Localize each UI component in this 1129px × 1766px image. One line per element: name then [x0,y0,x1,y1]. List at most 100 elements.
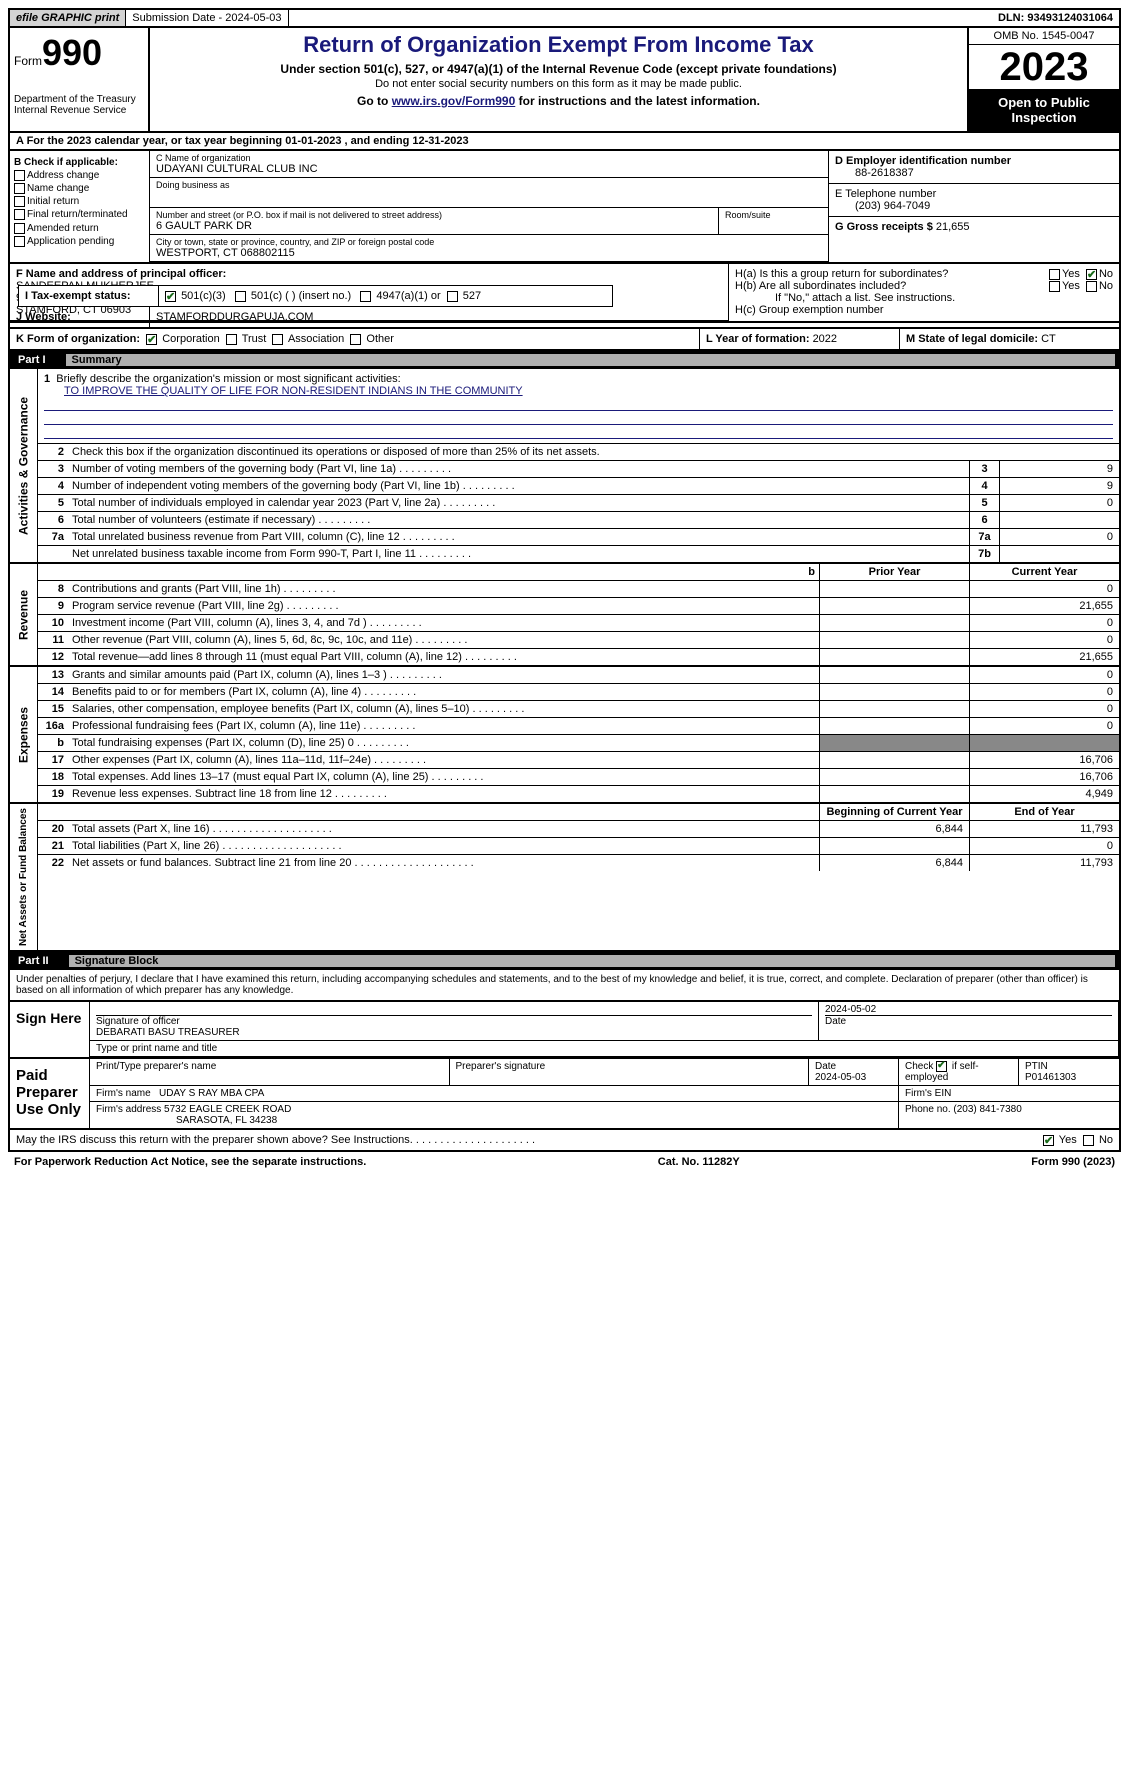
ha-yes: Yes [1062,268,1080,280]
rev-row: 8Contributions and grants (Part VIII, li… [38,581,1119,598]
chk-app-pending[interactable] [14,236,25,247]
discuss-no: No [1099,1134,1113,1146]
gross-value: 21,655 [936,221,970,233]
firm-ein-label: Firm's EIN [899,1086,1119,1101]
chk-address-change[interactable] [14,170,25,181]
hb-note: If "No," attach a list. See instructions… [735,292,1113,304]
dba-label: Doing business as [156,180,822,190]
street-address: 6 GAULT PARK DR [156,220,712,232]
klm-row: K Form of organization: Corporation Trus… [8,329,1121,351]
part2-title: Signature Block [69,955,1115,967]
prep-name-hdr: Print/Type preparer's name [90,1059,450,1085]
chk-ha-yes[interactable] [1049,269,1060,280]
chk-other[interactable] [350,334,361,345]
firm-addr1: 5732 EAGLE CREEK ROAD [164,1104,291,1115]
lbl-app-pending: Application pending [27,236,114,247]
goto-line: Go to www.irs.gov/Form990 for instructio… [158,94,959,108]
opt-corp: Corporation [162,333,219,345]
goto-suffix: for instructions and the latest informat… [515,94,760,108]
firm-name-label: Firm's name [96,1088,153,1099]
chk-corp[interactable] [146,334,157,345]
gov-row: 6Total number of volunteers (estimate if… [38,512,1119,529]
gov-row: Net unrelated business taxable income fr… [38,546,1119,562]
sign-date-val: 2024-05-02 [825,1004,876,1015]
tab-governance: Activities & Governance [10,369,38,562]
k-label: K Form of organization: [16,333,140,345]
chk-trust[interactable] [226,334,237,345]
ptin-val: P01461303 [1025,1072,1076,1083]
box-b-header: B Check if applicable: [14,157,145,168]
ha-label: H(a) Is this a group return for subordin… [735,268,1049,280]
preparer-label: Paid Preparer Use Only [10,1059,90,1128]
opt-501c: 501(c) ( ) (insert no.) [251,290,351,302]
website-row: J Website: STAMFORDDURGAPUJA.COM [8,307,1121,329]
opt-501c3: 501(c)(3) [181,290,226,302]
chk-self-employed[interactable] [936,1061,947,1072]
chk-hb-no[interactable] [1086,281,1097,292]
lbl-amended: Amended return [27,223,99,234]
chk-hb-yes[interactable] [1049,281,1060,292]
lbl-final-return: Final return/terminated [27,210,128,221]
chk-ha-no[interactable] [1086,269,1097,280]
ha-no: No [1099,268,1113,280]
firm-addr-label: Firm's address [96,1104,164,1115]
ein-label: D Employer identification number [835,155,1113,167]
room-label: Room/suite [725,210,822,220]
lbl-address-change: Address change [27,170,99,181]
preparer-block: Paid Preparer Use Only Print/Type prepar… [8,1059,1121,1130]
line-a-period: A For the 2023 calendar year, or tax yea… [8,133,1121,151]
firm-phone: (203) 841-7380 [953,1104,1021,1115]
chk-4947[interactable] [360,291,371,302]
chk-discuss-yes[interactable] [1043,1135,1054,1146]
exp-row: 19Revenue less expenses. Subtract line 1… [38,786,1119,802]
part1-num: Part I [14,354,66,366]
part1-header: Part I Summary [8,351,1121,369]
chk-amended[interactable] [14,223,25,234]
exp-row: 14Benefits paid to or for members (Part … [38,684,1119,701]
discuss-yes: Yes [1059,1134,1077,1146]
hb-no: No [1099,280,1113,292]
chk-assoc[interactable] [272,334,283,345]
subtitle-2: Do not enter social security numbers on … [158,78,959,90]
tax-year: 2023 [969,45,1119,89]
status-row: I Tax-exempt status: 501(c)(3) 501(c) ( … [18,285,613,307]
rev-row: 10Investment income (Part VIII, column (… [38,615,1119,632]
box-b: B Check if applicable: Address change Na… [10,151,150,262]
firm-phone-label: Phone no. [905,1104,953,1115]
efile-label[interactable]: efile GRAPHIC print [10,10,126,26]
chk-discuss-no[interactable] [1083,1135,1094,1146]
mission-text: TO IMPROVE THE QUALITY OF LIFE FOR NON-R… [44,385,523,397]
hb-label: H(b) Are all subordinates included? [735,280,1049,292]
cat-no: Cat. No. 11282Y [658,1156,740,1168]
exp-row: 17Other expenses (Part IX, column (A), l… [38,752,1119,769]
sig-officer-val: DEBARATI BASU TREASURER [96,1027,240,1038]
lbl-initial-return: Initial return [27,196,79,207]
net-row: 21Total liabilities (Part X, line 26)0 [38,838,1119,855]
officer-label: F Name and address of principal officer: [16,268,722,280]
opt-assoc: Association [288,333,344,345]
signature-declaration: Under penalties of perjury, I declare th… [8,970,1121,1002]
exp-row: 13Grants and similar amounts paid (Part … [38,667,1119,684]
hdr-current: Current Year [969,564,1119,580]
exp-row: 16aProfessional fundraising fees (Part I… [38,718,1119,735]
form-header: Form990 Department of the Treasury Inter… [8,28,1121,133]
irs-link[interactable]: www.irs.gov/Form990 [392,94,516,108]
lbl-name-change: Name change [27,183,89,194]
form-number: 990 [42,32,102,73]
chk-initial-return[interactable] [14,196,25,207]
chk-501c[interactable] [235,291,246,302]
chk-501c3[interactable] [165,291,176,302]
city-label: City or town, state or province, country… [156,237,822,247]
summary-rev-block: Revenue bPrior YearCurrent Year 8Contrib… [8,564,1121,667]
hdr-end: End of Year [969,804,1119,820]
part1-title: Summary [66,354,1115,366]
sig-officer-label: Signature of officer [96,1016,180,1027]
form-title: Return of Organization Exempt From Incom… [158,32,959,58]
discuss-text: May the IRS discuss this return with the… [16,1134,535,1146]
chk-final-return[interactable] [14,209,25,220]
city-val: WESTPORT, CT 068802115 [156,247,822,259]
prep-check-label: Check if self-employed [905,1061,979,1083]
rev-row: 12Total revenue—add lines 8 through 11 (… [38,649,1119,665]
chk-527[interactable] [447,291,458,302]
chk-name-change[interactable] [14,183,25,194]
